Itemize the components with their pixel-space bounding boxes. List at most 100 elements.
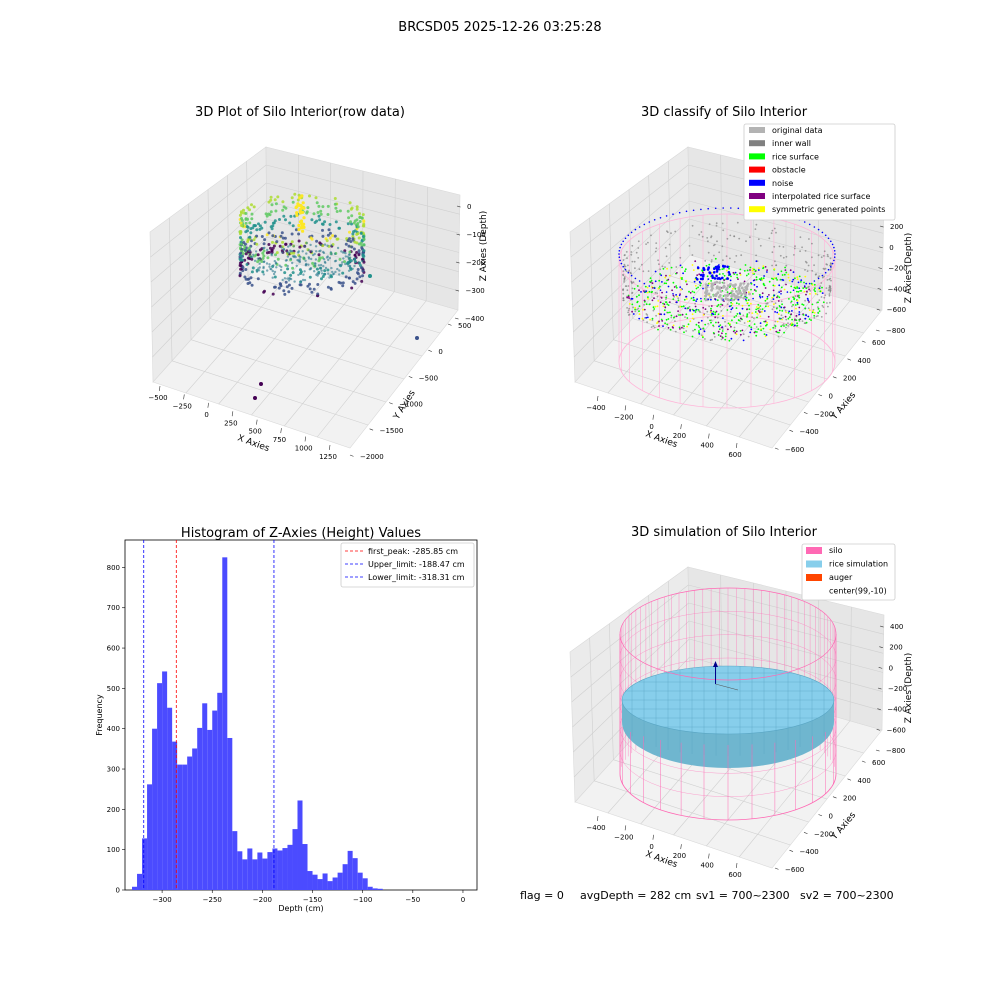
rice-surface-point <box>638 317 641 320</box>
inner-wall-point <box>815 315 818 318</box>
noise-point <box>622 265 624 268</box>
raw-data-point <box>271 292 275 296</box>
rice-surface-point <box>729 324 731 326</box>
histogram-bar <box>267 852 273 890</box>
original-data-point <box>726 298 729 301</box>
rice-surface-point <box>788 316 791 318</box>
inner-wall-point <box>622 297 625 300</box>
rice-surface-point <box>649 280 651 283</box>
raw-data-point <box>362 249 366 253</box>
inner-wall-point <box>674 330 677 333</box>
rice-surface-point <box>726 291 729 293</box>
simulation-3d-x-tick-label: −400 <box>586 824 605 832</box>
raw-data-point <box>284 218 287 222</box>
raw-data-point <box>341 251 345 254</box>
rice-surface-point <box>675 285 678 287</box>
inner-wall-point <box>710 236 712 239</box>
rice-surface-point <box>678 326 681 329</box>
rice-surface-point <box>783 325 785 327</box>
rice-surface-point <box>725 332 727 335</box>
rice-surface-point <box>681 277 683 279</box>
rice-surface-point <box>798 313 801 316</box>
inner-wall-point <box>627 311 629 314</box>
rice-surface-point <box>785 324 788 326</box>
rice-surface-point <box>640 291 642 293</box>
original-data-point <box>731 298 734 302</box>
raw-data-point <box>317 214 321 218</box>
panel-classify-3d-title: 3D classify of Silo Interior <box>641 105 808 120</box>
rice-surface-point <box>717 303 720 306</box>
rice-surface-point <box>675 294 677 296</box>
noise-point <box>827 268 830 271</box>
panel-raw-3d-title: 3D Plot of Silo Interior(row data) <box>195 105 405 120</box>
histogram-bar <box>177 764 183 890</box>
noise-point <box>737 298 740 301</box>
rice-surface-point <box>627 295 630 298</box>
raw-3d-x-tick-mark <box>231 411 234 417</box>
raw-data-point <box>256 253 260 257</box>
raw-data-point <box>274 261 278 264</box>
inner-wall-point <box>701 235 704 238</box>
raw-data-point <box>271 269 274 273</box>
rice-surface-point <box>657 328 659 331</box>
grid-line <box>688 584 884 635</box>
rice-surface-point <box>698 273 701 276</box>
noise-point <box>706 268 710 271</box>
rice-surface-point <box>797 290 800 293</box>
inner-wall-point <box>824 294 827 297</box>
raw-data-point <box>341 284 345 288</box>
rice-surface-point <box>746 301 749 304</box>
rice-surface-point <box>721 332 723 335</box>
inner-wall-point <box>698 310 701 312</box>
inner-wall-point <box>745 240 747 243</box>
rice-surface-point <box>798 294 800 297</box>
raw-3d-y-tick-label: 500 <box>458 322 471 330</box>
noise-point <box>648 221 651 223</box>
rice-surface-point <box>734 332 737 334</box>
raw-data-point <box>350 222 353 226</box>
noise-point <box>821 274 824 277</box>
rice-surface-point <box>693 291 696 294</box>
raw-data-point <box>255 228 259 232</box>
inner-wall-point <box>707 251 710 254</box>
raw-data-point <box>249 276 253 280</box>
inner-wall-point <box>636 308 638 311</box>
rice-surface-point <box>798 306 801 309</box>
rice-surface-point <box>661 281 663 283</box>
noise-point <box>630 274 633 277</box>
legend-label: center(99,-10) <box>829 587 887 596</box>
raw-data-point <box>239 251 243 255</box>
inner-wall-point <box>632 281 635 284</box>
rice-surface-point <box>657 300 660 302</box>
rice-surface-point <box>717 321 720 324</box>
raw-data-point <box>325 256 329 259</box>
raw-data-point <box>357 253 361 257</box>
rice-surface-point <box>780 290 782 293</box>
inner-wall-point <box>682 327 685 330</box>
rice-surface-point <box>773 303 775 306</box>
rice-surface-point <box>779 305 781 308</box>
raw-data-point <box>320 277 323 281</box>
rice-surface-point <box>691 335 694 338</box>
rice-surface-point <box>798 275 801 278</box>
rice-surface-point <box>696 298 698 301</box>
rice-surface-point <box>735 333 738 336</box>
raw-data-point <box>353 260 357 264</box>
footer-sv1: sv1 = 700~2300 <box>696 889 790 902</box>
raw-data-point <box>275 240 279 244</box>
histogram-y-tick-label: 0 <box>116 887 120 895</box>
rice-surface-point <box>765 334 768 336</box>
rice-surface-point <box>808 309 811 311</box>
rice-surface-point <box>818 310 821 312</box>
inner-wall-point <box>724 320 726 323</box>
auger-marker <box>713 661 718 667</box>
legend-label: Lower_limit: -318.31 cm <box>368 573 465 582</box>
raw-data-point <box>238 230 242 234</box>
rice-surface-point <box>761 292 764 295</box>
inner-wall-point <box>685 330 688 332</box>
rice-surface-point <box>672 326 674 329</box>
inner-wall-point <box>726 237 729 240</box>
raw-3d-x-tick-label: 0 <box>204 411 208 419</box>
